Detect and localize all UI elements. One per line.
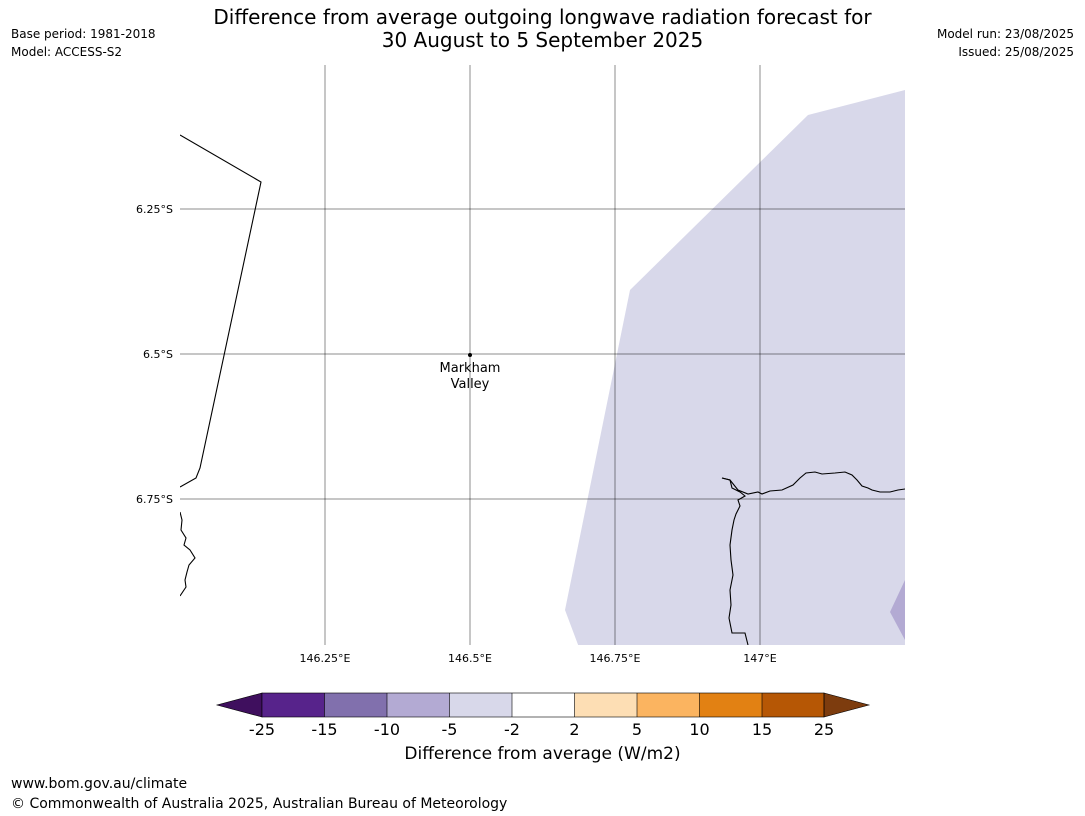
colorbar-tick-label: -2 [504,720,520,739]
colorbar-tick-label: -15 [311,720,337,739]
lat-label: 6.75°S [136,493,173,506]
colorbar-tick-label: -25 [249,720,275,739]
river-line [721,477,749,645]
colorbar-segment [449,693,512,717]
colorbar-segment [262,693,325,717]
colorbar-segment [637,693,700,717]
base-period-text: Base period: 1981-2018 [11,27,156,41]
title-line-1: Difference from average outgoing longwav… [213,5,872,29]
colorbar-tick-label: 10 [689,720,709,739]
map-area [180,65,905,645]
coastline-east [721,471,905,495]
location-marker [468,353,472,357]
colorbar-tick-label: -5 [442,720,458,739]
colorbar-extend-left [215,692,263,718]
colorbar-tick-label: 2 [569,720,579,739]
model-run-text: Model run: 23/08/2025 [936,27,1074,41]
colorbar-extend-right [823,692,871,718]
lon-label: 146.5°E [448,652,492,665]
coastline-west [180,511,196,597]
colorbar-tick-label: 5 [632,720,642,739]
colorbar-segment [574,693,637,717]
colorbar: -25 -15 -10 -5 -2 2 5 10 15 25 [215,692,871,739]
footer-copyright: © Commonwealth of Australia 2025, Austra… [11,796,508,812]
colorbar-outline [261,692,825,718]
colorbar-segment [387,693,450,717]
header-meta-left: Base period: 1981-2018 Model: ACCESS-S2 [11,25,156,61]
model-text: Model: ACCESS-S2 [11,45,123,59]
coastlines [180,134,905,645]
footer: www.bom.gov.au/climate © Commonwealth of… [11,774,507,814]
colorbar-tick-label: -10 [374,720,400,739]
colorbar-segment [512,693,575,717]
lon-label: 146.25°E [300,652,351,665]
colorbar-tick-label: 25 [814,720,834,739]
title-line-2: 30 August to 5 September 2025 [381,28,704,52]
location-label-line1: Markham [440,361,501,376]
colorbar-label: Difference from average (W/m2) [404,744,681,764]
colorbar-segment [762,693,825,717]
colorbar-segment [324,693,387,717]
border-line [180,134,262,488]
lon-label: 146.75°E [590,652,641,665]
anomaly-region [565,90,905,645]
map-title: Difference from average outgoing longwav… [0,6,1085,52]
location-label-line2: Valley [451,377,490,392]
header-meta-right: Model run: 23/08/2025 Issued: 25/08/2025 [937,25,1074,61]
lat-label: 6.25°S [136,203,173,216]
lon-label: 147°E [743,652,776,665]
lat-label: 6.5°S [143,348,173,361]
colorbar-tick-label: 15 [752,720,772,739]
issued-text: Issued: 25/08/2025 [958,45,1074,59]
anomaly-region-strong [890,580,905,640]
footer-url: www.bom.gov.au/climate [11,776,188,792]
colorbar-segment [699,693,762,717]
